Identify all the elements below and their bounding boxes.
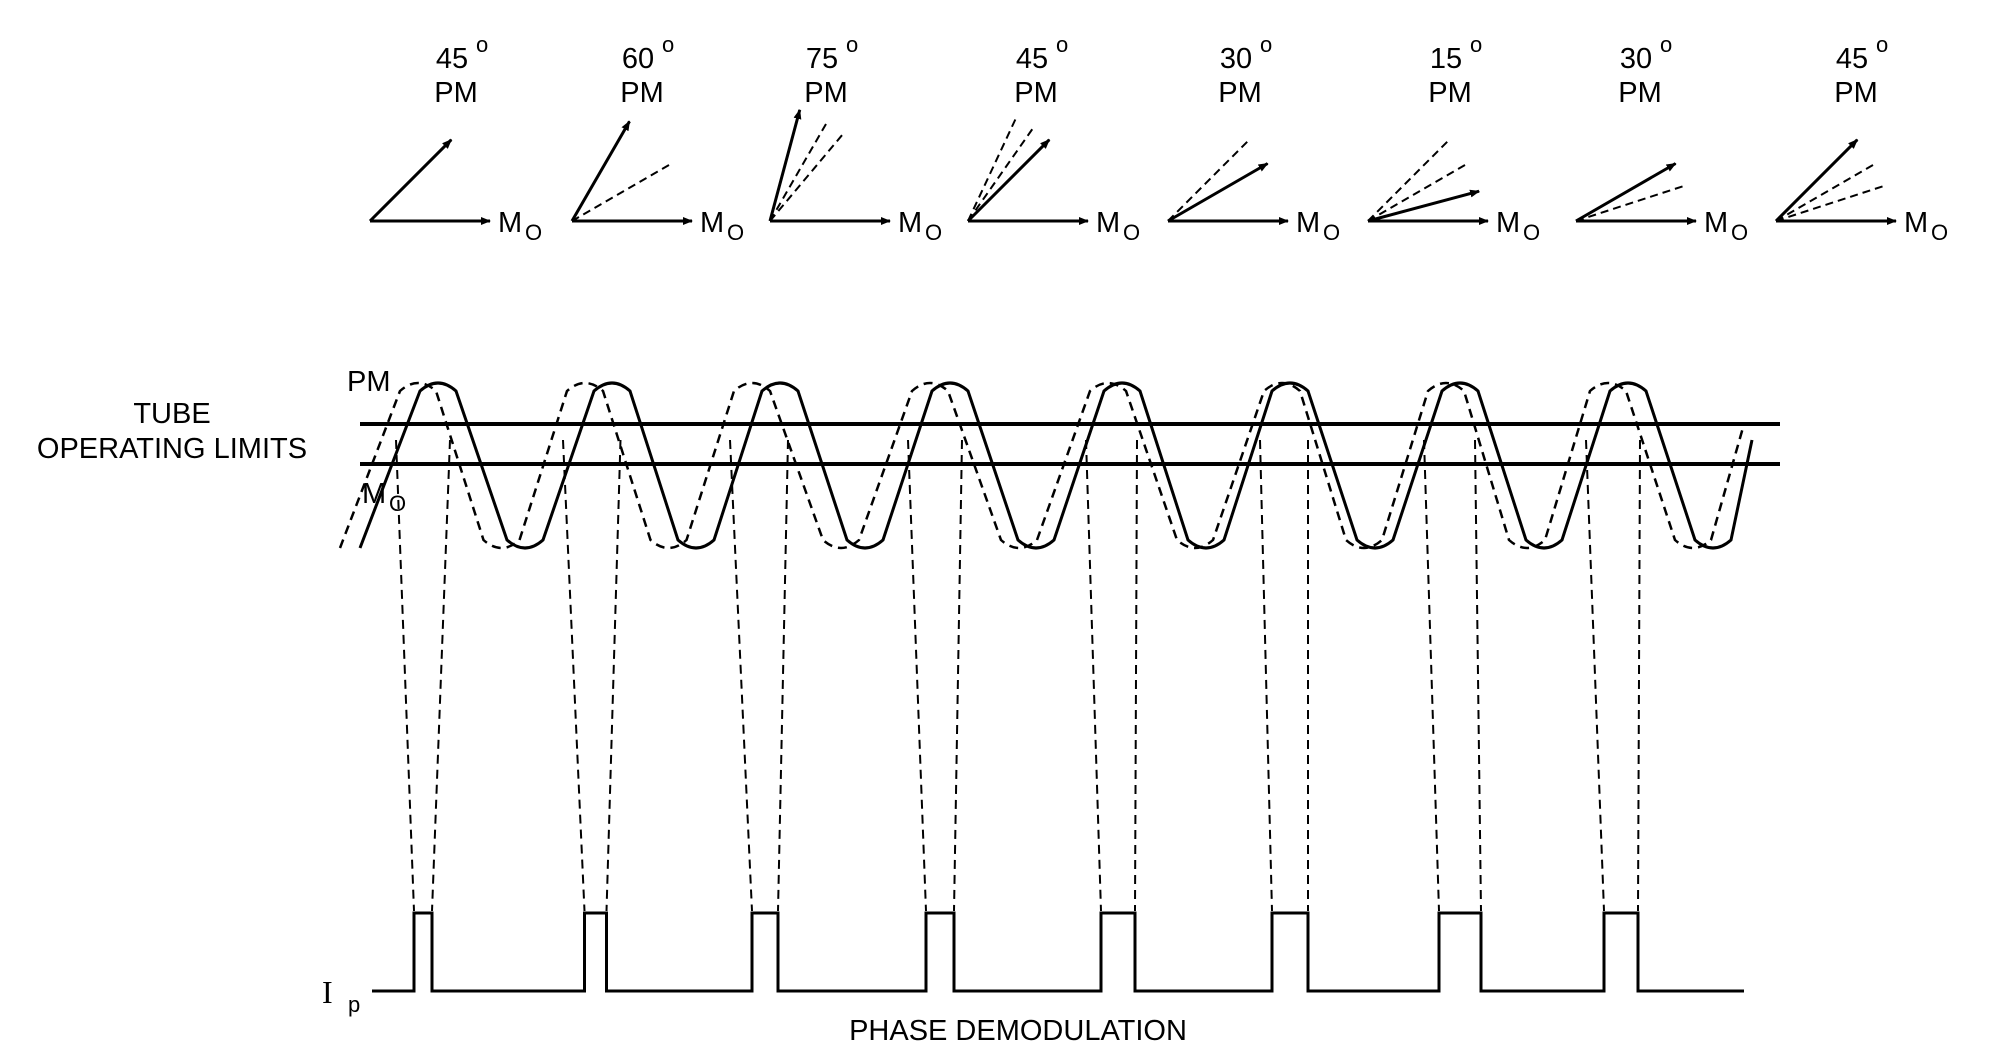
pm-phasor-arrow	[768, 108, 802, 222]
projection-dashed-line	[1085, 439, 1102, 912]
mo-subscript: O	[925, 220, 942, 245]
projection-dashed-line	[1474, 439, 1482, 912]
pm-phasor-arrow	[1575, 162, 1677, 223]
previous-phase-dashed-line	[1575, 184, 1686, 222]
pm-phasor-arrow	[966, 138, 1051, 223]
phase-angle-label: 30	[1220, 43, 1252, 75]
mo-subscript: O	[525, 220, 542, 245]
mo-wave-solid	[358, 381, 1754, 550]
degree-symbol: o	[1260, 32, 1272, 57]
projection-dashed-line	[1585, 439, 1605, 912]
waveform-pm-label: PM	[347, 366, 391, 398]
degree-symbol: o	[662, 32, 674, 57]
phase-angle-label: 60	[622, 43, 654, 75]
mo-label: M	[700, 207, 724, 239]
diagram-caption: PHASE DEMODULATION	[849, 1015, 1187, 1047]
pm-wave-dashed	[338, 381, 1746, 550]
projection-dashed-line	[1134, 439, 1138, 912]
mo-label: M	[1704, 207, 1728, 239]
pm-label: PM	[1618, 77, 1662, 109]
phase-angle-label: 75	[806, 43, 838, 75]
mo-subscript: O	[727, 220, 744, 245]
mo-subscript: O	[1731, 220, 1748, 245]
projection-dashed-line	[907, 439, 927, 912]
mo-label: M	[898, 207, 922, 239]
pm-phasor-arrow	[368, 138, 453, 223]
phasor-3: 75 o PM M O	[768, 32, 942, 245]
pm-label: PM	[1218, 77, 1262, 109]
plate-current-subscript: p	[348, 992, 360, 1017]
tube-label-line2: OPERATING LIMITS	[37, 433, 307, 465]
mo-label: M	[1096, 207, 1120, 239]
previous-phase-dashed-line	[1367, 162, 1469, 222]
projection-dashed-line	[1637, 439, 1641, 912]
plate-current-label: I	[322, 974, 333, 1010]
previous-phase-dashed-line	[1775, 184, 1886, 222]
mo-label: M	[1296, 207, 1320, 239]
previous-phase-dashed-line	[1775, 162, 1877, 222]
projection-dashed-line	[605, 439, 622, 912]
waveform-mo-label: M	[362, 478, 386, 510]
phasor-6: 15 o PM M O	[1367, 32, 1540, 245]
pm-label: PM	[1834, 77, 1878, 109]
mo-label: M	[498, 207, 522, 239]
projection-dashed-line	[1423, 439, 1440, 912]
phase-angle-label: 45	[1836, 43, 1868, 75]
plate-current-pulse-train	[372, 911, 1744, 993]
degree-symbol: o	[1876, 32, 1888, 57]
degree-symbol: o	[1056, 32, 1068, 57]
phasor-8: 45 o PM M O	[1774, 32, 1948, 245]
degree-symbol: o	[1660, 32, 1672, 57]
phase-angle-label: 30	[1620, 43, 1652, 75]
phasor-2: 60 o PM M O	[570, 32, 744, 245]
previous-phase-dashed-line	[571, 162, 673, 222]
degree-symbol: o	[846, 32, 858, 57]
projection-dashed-line	[395, 439, 415, 912]
previous-phase-dashed-line	[1367, 138, 1451, 222]
projection-dashed-line	[562, 439, 586, 912]
phasor-7: 30 o PM M O	[1575, 32, 1748, 245]
previous-phase-dashed-line	[769, 120, 829, 222]
phasor-1: 45 o PM M O	[368, 32, 542, 245]
mo-label: M	[1904, 207, 1928, 239]
mo-subscript: O	[1323, 220, 1340, 245]
mo-subscript: O	[1123, 220, 1140, 245]
phasor-5: 30 o PM M O	[1167, 32, 1340, 245]
tube-label-line1: TUBE	[133, 398, 210, 430]
pm-label: PM	[1428, 77, 1472, 109]
pm-phasor-arrow	[570, 120, 631, 222]
pm-label: PM	[434, 77, 478, 109]
pm-label: PM	[620, 77, 664, 109]
phase-angle-label: 45	[1016, 43, 1048, 75]
previous-phase-dashed-line	[967, 126, 1035, 222]
degree-symbol: o	[1470, 32, 1482, 57]
projection-dashed-line	[431, 439, 451, 912]
mo-label: M	[1496, 207, 1520, 239]
pm-phasor-arrow	[1167, 162, 1269, 223]
mo-subscript: O	[1931, 220, 1948, 245]
previous-phase-dashed-line	[769, 132, 845, 222]
projection-lines	[395, 439, 1641, 912]
phase-angle-label: 15	[1430, 43, 1462, 75]
mo-subscript: O	[1523, 220, 1540, 245]
previous-phase-dashed-line	[967, 116, 1018, 222]
pm-label: PM	[1014, 77, 1058, 109]
pm-phasor-arrow	[1367, 189, 1481, 223]
phasor-4: 45 o PM M O	[966, 32, 1140, 245]
pm-label: PM	[804, 77, 848, 109]
projection-dashed-line	[953, 439, 963, 912]
phase-angle-label: 45	[436, 43, 468, 75]
pm-phasor-arrow	[1774, 138, 1859, 223]
projection-dashed-line	[729, 439, 753, 912]
projection-dashed-line	[1259, 439, 1273, 912]
previous-phase-dashed-line	[1167, 138, 1251, 222]
degree-symbol: o	[476, 32, 488, 57]
projection-dashed-line	[777, 439, 789, 912]
